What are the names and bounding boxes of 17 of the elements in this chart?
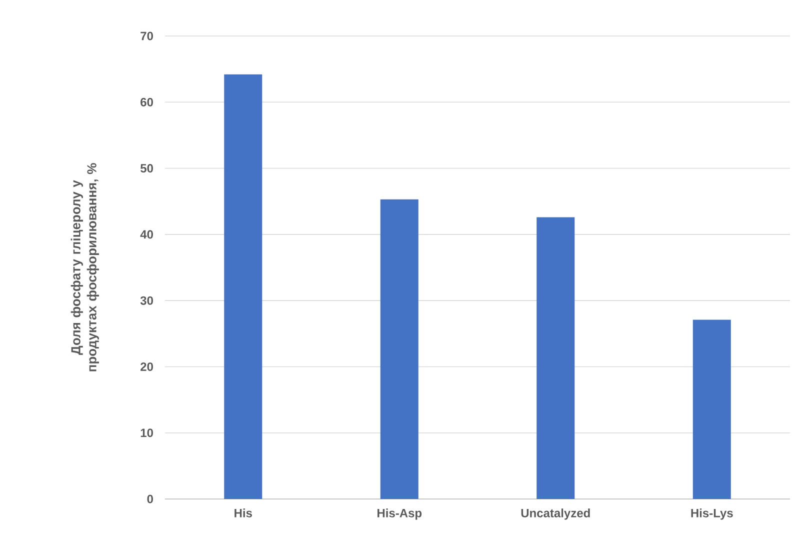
y-tick-label: 70: [140, 32, 153, 40]
y-axis-title: Доля фосфату гліцеролу у продуктах фосфорилювання, %: [70, 163, 99, 372]
y-tick-label: 30: [140, 296, 153, 305]
y-tick-label: 0: [147, 494, 153, 504]
x-tick-label: His-Lys: [691, 508, 733, 520]
bar: [536, 217, 575, 499]
bar: [380, 199, 418, 499]
y-tick-label: 40: [140, 230, 153, 239]
x-tick-label: His-Asp: [378, 508, 422, 520]
bar: [224, 74, 262, 499]
y-tick-label: 50: [140, 164, 153, 173]
y-tick-label: 60: [140, 98, 153, 106]
y-tick-label: 10: [140, 428, 153, 438]
x-tick-label: Uncatalyzed: [521, 508, 590, 520]
bar: [692, 320, 731, 499]
y-tick-label: 20: [140, 362, 153, 371]
x-tick-label: His: [234, 508, 252, 518]
